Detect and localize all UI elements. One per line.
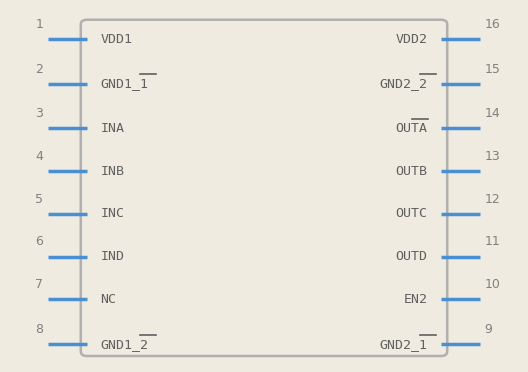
Text: INB: INB	[100, 165, 124, 177]
Text: GND1_2: GND1_2	[100, 338, 148, 350]
Text: 13: 13	[485, 150, 501, 163]
FancyBboxPatch shape	[81, 20, 447, 356]
Text: 12: 12	[485, 193, 501, 206]
Text: 8: 8	[35, 323, 43, 336]
Text: OUTC: OUTC	[395, 208, 428, 220]
Text: 5: 5	[35, 193, 43, 206]
Text: GND1_1: GND1_1	[100, 77, 148, 90]
Text: GND2_2: GND2_2	[380, 77, 428, 90]
Text: VDD1: VDD1	[100, 33, 133, 45]
Text: 1: 1	[35, 18, 43, 31]
Text: NC: NC	[100, 293, 116, 306]
Text: 2: 2	[35, 62, 43, 76]
Text: INC: INC	[100, 208, 124, 220]
Text: 11: 11	[485, 235, 501, 248]
Text: OUTD: OUTD	[395, 250, 428, 263]
Text: IND: IND	[100, 250, 124, 263]
Text: 15: 15	[485, 62, 501, 76]
Text: 3: 3	[35, 107, 43, 120]
Text: OUTA: OUTA	[395, 122, 428, 135]
Text: EN2: EN2	[404, 293, 428, 306]
Text: OUTB: OUTB	[395, 165, 428, 177]
Text: 7: 7	[35, 278, 43, 291]
Text: VDD2: VDD2	[395, 33, 428, 45]
Text: 6: 6	[35, 235, 43, 248]
Text: 9: 9	[485, 323, 493, 336]
Text: 14: 14	[485, 107, 501, 120]
Text: GND2_1: GND2_1	[380, 338, 428, 350]
Text: 10: 10	[485, 278, 501, 291]
Text: 16: 16	[485, 18, 501, 31]
Text: 4: 4	[35, 150, 43, 163]
Text: INA: INA	[100, 122, 124, 135]
